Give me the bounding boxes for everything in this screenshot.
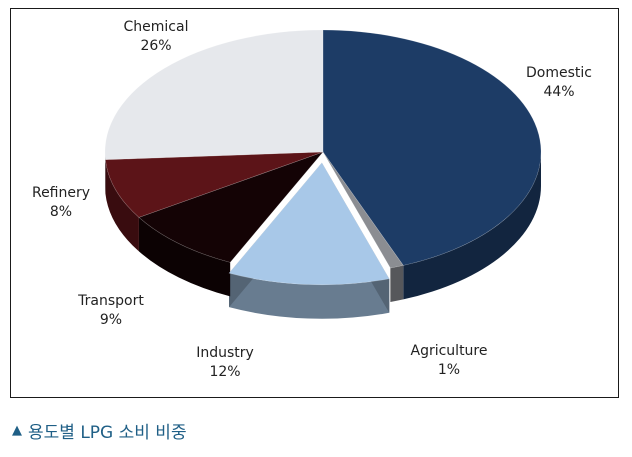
pie-slice-refinery xyxy=(105,151,324,218)
slice-label-refinery: Refinery xyxy=(32,185,90,201)
caption-text: 용도별 LPG 소비 비중 xyxy=(28,422,187,443)
pie-side-agriculture xyxy=(390,265,404,303)
pie-side-transport xyxy=(138,217,231,297)
pie-labels: Domestic 44% Agriculture 1% Industry 12% Trans… xyxy=(32,19,592,380)
slice-label-chemical: Chemical xyxy=(124,19,189,35)
slice-value-refinery: 8% xyxy=(50,204,72,220)
pie-slice-transport xyxy=(138,151,324,263)
slice-value-transport: 9% xyxy=(100,312,122,328)
slice-label-transport: Transport xyxy=(77,293,144,309)
pie-side-refinery xyxy=(105,159,139,252)
pie-tops xyxy=(104,29,542,286)
pie-slice-chemical xyxy=(104,29,324,160)
pie-slice-agriculture xyxy=(322,151,404,269)
pie-side-industry xyxy=(229,273,390,319)
pie-slice-industry xyxy=(228,162,390,286)
slice-value-industry: 12% xyxy=(209,364,240,380)
chart-frame: Domestic 44% Agriculture 1% Industry 12% Trans… xyxy=(10,8,619,398)
slice-label-agriculture: Agriculture xyxy=(411,343,488,359)
chart-caption: ▲ 용도별 LPG 소비 비중 xyxy=(12,418,187,443)
triangle-icon: ▲ xyxy=(12,422,22,438)
slice-value-agriculture: 1% xyxy=(438,362,460,378)
slice-label-industry: Industry xyxy=(196,345,254,361)
pie-chart: Domestic 44% Agriculture 1% Industry 12% Trans… xyxy=(32,19,592,380)
slice-value-chemical: 26% xyxy=(140,38,171,54)
pie-side-domestic xyxy=(403,152,541,300)
slice-value-domestic: 44% xyxy=(543,84,574,100)
slice-label-domestic: Domestic xyxy=(526,65,592,81)
pie-slice-domestic xyxy=(322,29,542,266)
